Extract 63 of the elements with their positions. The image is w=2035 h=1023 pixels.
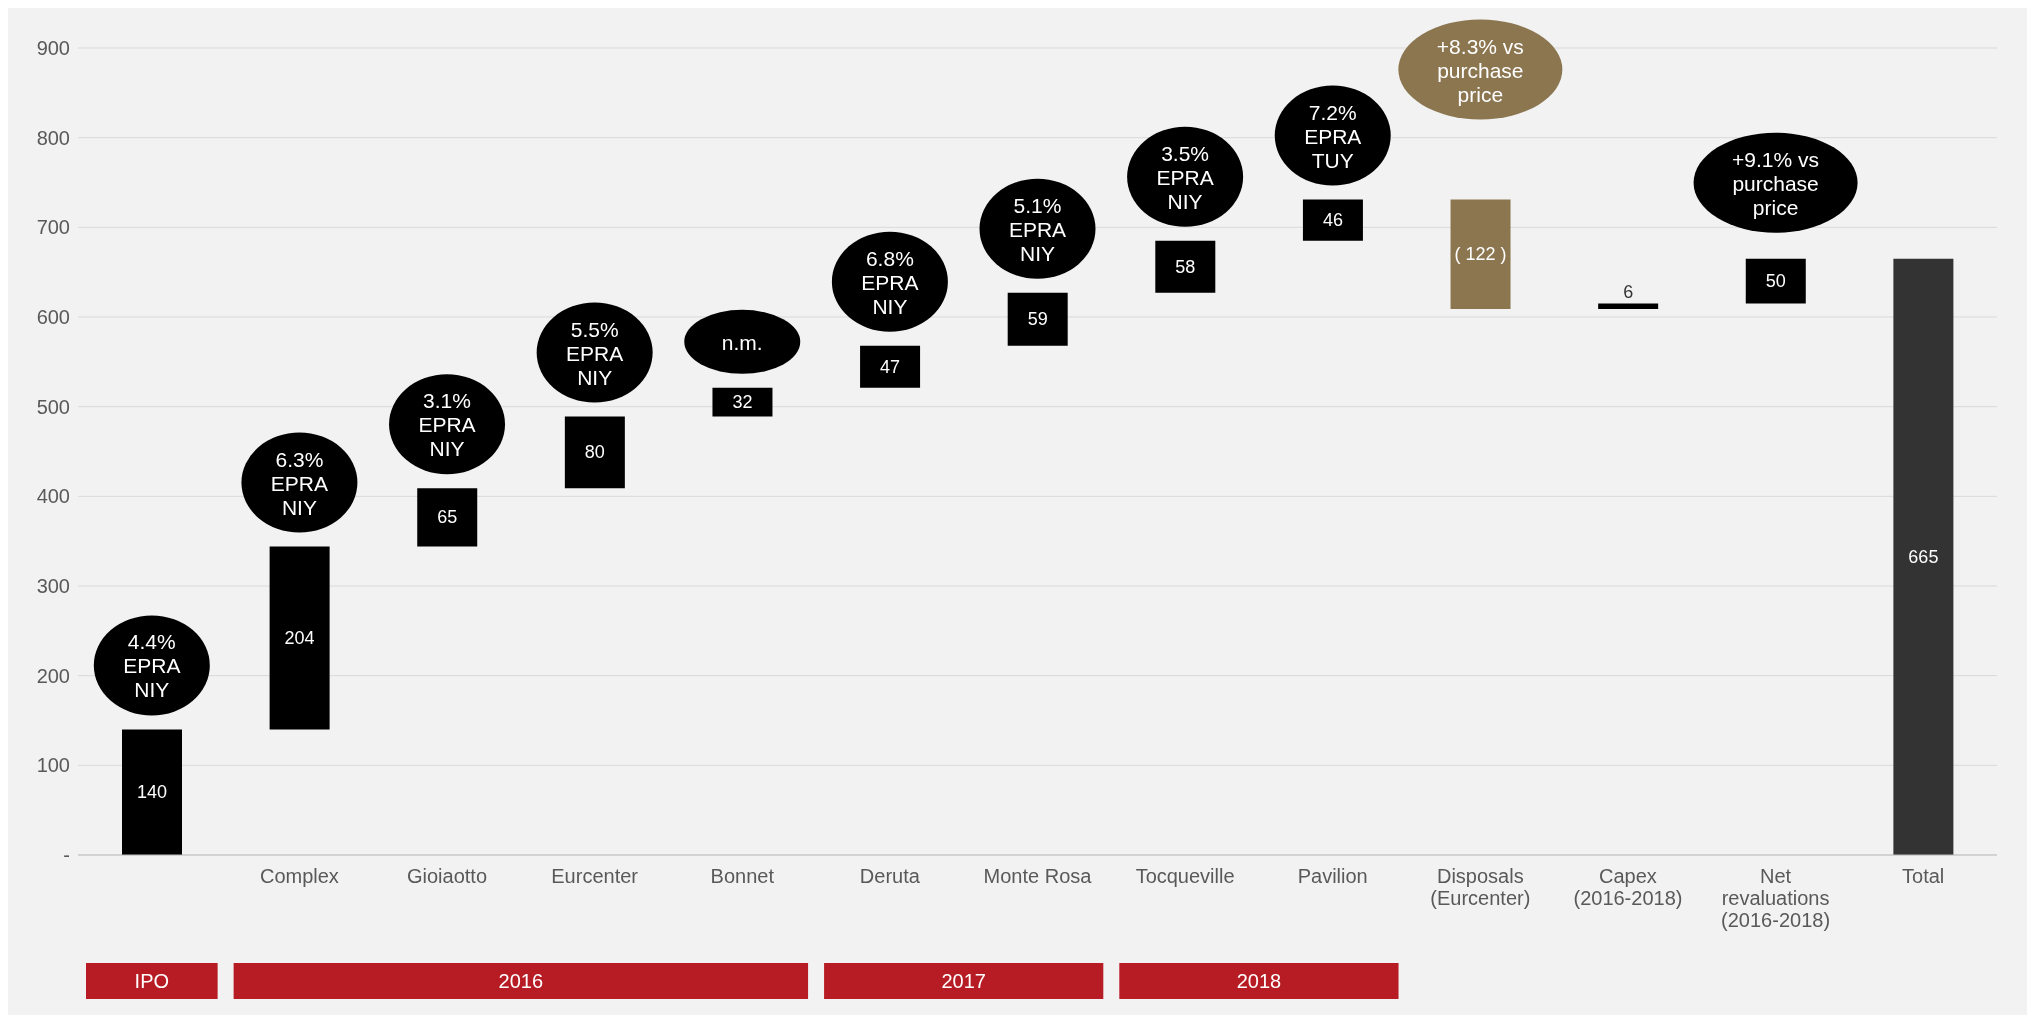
- bar: [1893, 258, 1954, 855]
- data-label: 665: [1908, 546, 1939, 567]
- bar: [860, 345, 921, 388]
- data-label: 6: [1623, 281, 1634, 302]
- annotation: 5.1% EPRA NIY: [1008, 193, 1067, 265]
- x-tick-label: Bonnet: [710, 865, 775, 887]
- y-tick-label: 500: [36, 395, 70, 418]
- x-tick-label: Deruta: [859, 865, 921, 887]
- bar: [1598, 303, 1659, 309]
- y-tick-label: 100: [36, 754, 70, 777]
- y-tick-label: 600: [36, 306, 70, 329]
- data-label: 46: [1322, 210, 1343, 231]
- data-label: 32: [732, 392, 753, 413]
- x-tick-label: Capex (2016-2018): [1573, 865, 1683, 909]
- y-tick-label: 400: [36, 485, 70, 508]
- annotation: n.m.: [721, 330, 763, 354]
- bar: [269, 546, 330, 730]
- y-tick-label: 300: [36, 575, 70, 598]
- bar: [712, 387, 773, 417]
- annotation: +8.3% vs purchase price: [1436, 34, 1524, 106]
- y-tick-label: -: [63, 844, 70, 867]
- annotation: 7.2% EPRA TUY: [1304, 100, 1362, 172]
- annotation: 4.4% EPRA NIY: [123, 629, 181, 701]
- annotation: 5.5% EPRA NIY: [566, 317, 624, 389]
- y-tick-label: 700: [36, 216, 70, 239]
- bar: [417, 488, 478, 547]
- data-label: 80: [584, 442, 605, 463]
- text: 2017: [941, 970, 986, 992]
- y-tick-label: 800: [36, 126, 70, 149]
- bar: [1155, 240, 1216, 293]
- data-label: 58: [1175, 256, 1196, 277]
- bar: [1007, 292, 1068, 346]
- x-tick-label: Gioiaotto: [407, 865, 488, 887]
- text: IPO: [134, 970, 170, 992]
- y-tick-label: 900: [36, 37, 70, 60]
- data-label: 65: [437, 507, 458, 528]
- bar: [122, 729, 182, 855]
- data-label: 50: [1765, 271, 1786, 292]
- x-tick-label: Total: [1902, 865, 1945, 887]
- annotation: +9.1% vs purchase price: [1732, 147, 1820, 219]
- x-tick-label: Monte Rosa: [983, 865, 1093, 887]
- annotation: 3.5% EPRA NIY: [1156, 141, 1214, 213]
- text: 2016: [498, 970, 544, 992]
- x-tick-label: Tocqueville: [1135, 865, 1235, 887]
- x-tick-label: Disposals (Eurcenter): [1430, 865, 1531, 909]
- x-tick-label: Net revaluations (2016-2018): [1721, 865, 1831, 931]
- y-tick-label: 200: [36, 664, 70, 687]
- x-tick-label: Complex: [259, 865, 339, 887]
- bar: [1450, 199, 1511, 309]
- annotation: 6.3% EPRA NIY: [270, 447, 329, 519]
- x-tick-label: Pavilion: [1297, 865, 1368, 887]
- bar: [1302, 199, 1363, 241]
- data-label: ( 122 ): [1454, 244, 1507, 265]
- bar: [564, 416, 625, 489]
- annotation: 6.8% EPRA NIY: [861, 246, 919, 318]
- x-tick-label: Eurcenter: [551, 865, 639, 887]
- data-label: 59: [1027, 309, 1048, 330]
- bar: [1745, 258, 1806, 304]
- data-label: 140: [136, 782, 168, 803]
- annotation: 3.1% EPRA NIY: [418, 388, 476, 460]
- text: 2018: [1236, 970, 1282, 992]
- data-label: 47: [880, 356, 901, 377]
- data-label: 204: [284, 628, 315, 649]
